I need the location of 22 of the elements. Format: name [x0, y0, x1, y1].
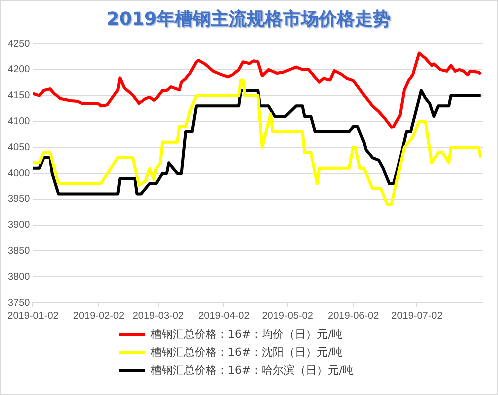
y-tick-label: 4200 — [8, 64, 31, 76]
x-tick-label: 2019-06-02 — [328, 310, 380, 322]
x-tick-label: 2019-03-02 — [132, 310, 184, 322]
x-tick-label: 2019-02-02 — [73, 310, 126, 322]
y-tick-label: 3950 — [8, 194, 31, 206]
y-tick-label: 3900 — [8, 220, 31, 232]
y-tick-label: 4050 — [8, 142, 31, 154]
chart-title: 2019年槽钢主流规格市场价格走势 — [106, 8, 392, 32]
y-tick-label: 3800 — [8, 272, 31, 283]
y-tick-label: 4100 — [8, 116, 31, 128]
legend-label: 槽钢汇总价格：16#：哈尔滨（日）元/吨 — [151, 363, 354, 378]
x-tick-label: 2019-05-02 — [262, 310, 314, 322]
y-tick-label: 3850 — [8, 246, 31, 257]
y-tick-label: 3750 — [8, 298, 31, 309]
legend-label: 槽钢汇总价格：16#：沈阳（日）元/吨 — [151, 345, 343, 360]
x-tick-label: 2019-01-02 — [8, 310, 60, 322]
y-tick-label: 4000 — [8, 168, 31, 180]
y-tick-label: 4250 — [8, 38, 31, 50]
x-tick-label: 2019-04-02 — [198, 310, 250, 322]
x-tick-label: 2019-07-02 — [392, 310, 444, 322]
legend-label: 槽钢汇总价格：16#：均价（日）元/吨 — [151, 327, 343, 342]
y-tick-label: 4150 — [8, 90, 31, 102]
